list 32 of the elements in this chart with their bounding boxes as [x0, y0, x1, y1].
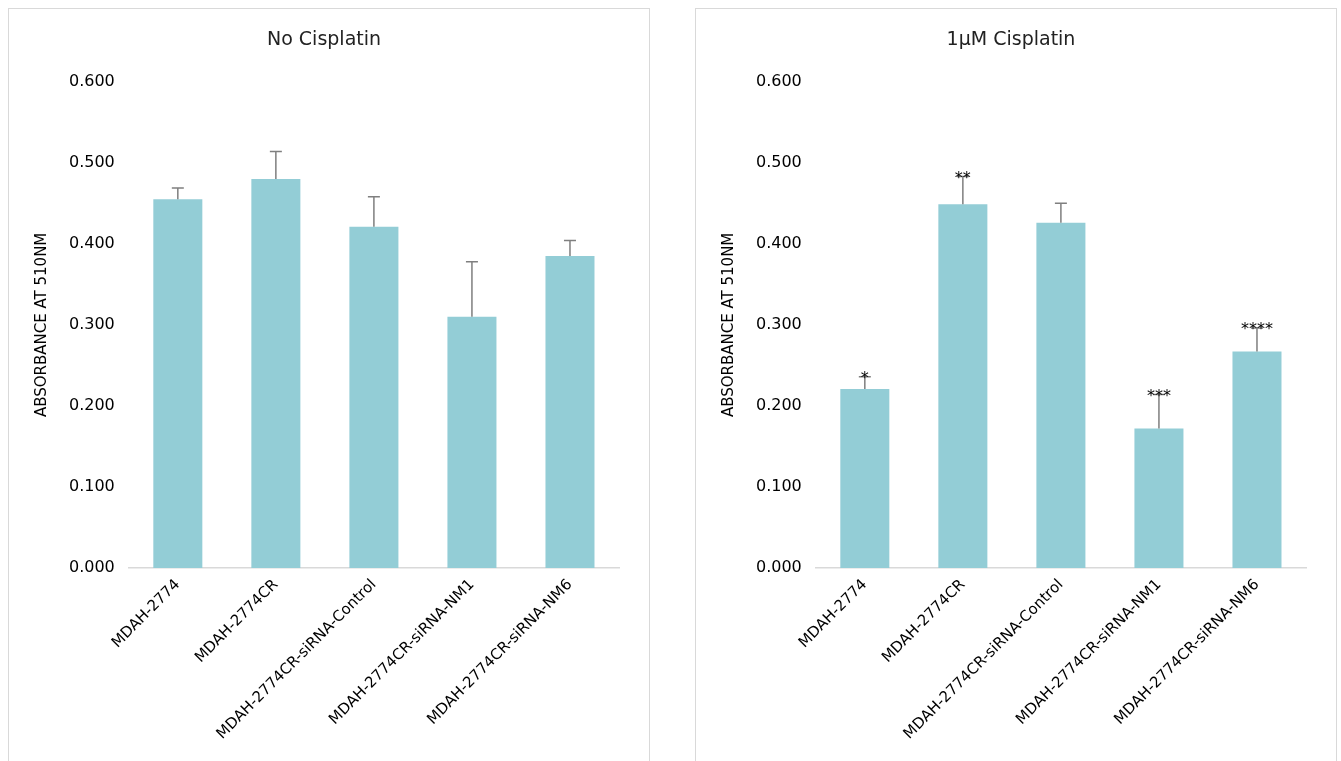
- y-tick-label: 0.200: [755, 395, 802, 415]
- bar: [545, 256, 595, 568]
- y-tick-label: 0.000: [755, 557, 802, 577]
- y-tick-label: 0.100: [68, 476, 115, 496]
- bar: [349, 226, 399, 568]
- y-tick-label: 0.500: [68, 151, 115, 171]
- y-axis-title: ABSORBANCE AT 510NM: [718, 232, 737, 418]
- y-tick-label: 0.600: [68, 70, 115, 90]
- annotation: *: [860, 367, 869, 387]
- y-tick-label: 0.000: [68, 557, 115, 577]
- bar: [153, 199, 203, 568]
- y-tick-label: 0.500: [755, 151, 802, 171]
- bar: [251, 179, 301, 568]
- y-tick-label: 0.400: [68, 233, 115, 253]
- bar: [1036, 222, 1086, 568]
- bar: [1232, 351, 1282, 568]
- bar: [938, 204, 988, 568]
- y-tick-label: 0.600: [755, 70, 802, 90]
- y-tick-label: 0.300: [68, 314, 115, 334]
- bar: [840, 388, 890, 568]
- annotation: **: [954, 167, 971, 187]
- y-tick-label: 0.200: [68, 395, 115, 415]
- annotation: ***: [1146, 385, 1171, 405]
- y-axis-title: ABSORBANCE AT 510NM: [31, 232, 50, 418]
- bar: [447, 316, 497, 568]
- bar: [1134, 428, 1184, 568]
- annotation: ****: [1240, 319, 1273, 339]
- chart-title: 1µM Cisplatin: [946, 27, 1076, 50]
- y-tick-label: 0.100: [755, 476, 802, 496]
- y-tick-label: 0.400: [755, 233, 802, 253]
- y-tick-label: 0.300: [755, 314, 802, 334]
- chart-title: No Cisplatin: [266, 27, 382, 50]
